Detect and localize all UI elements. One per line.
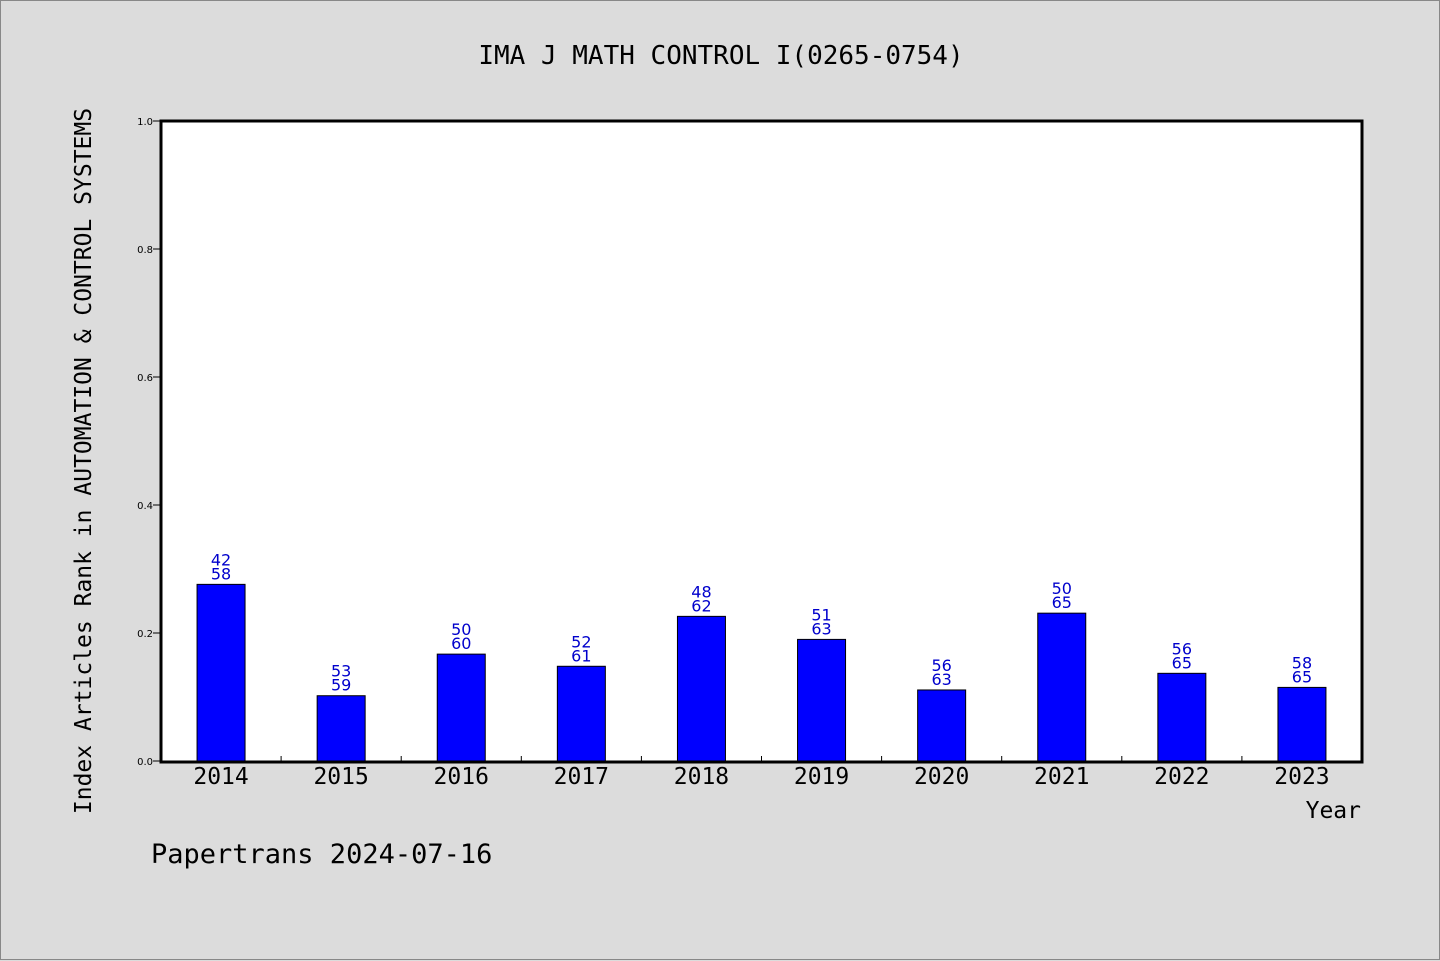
footer-text: Papertrans 2024-07-16 [151,839,492,870]
bars-group [196,583,1327,762]
bar-label-bottom: 63 [811,619,831,638]
bar-label-top: 42 [211,550,231,569]
bar-2014 [196,583,246,762]
bar-label-top: 48 [691,582,711,601]
y-axis-label: Index Articles Rank in AUTOMATION & CONT… [71,108,97,814]
x-tick-label: 2019 [794,764,849,790]
x-tick-label: 2018 [674,764,729,790]
bar-label-top: 51 [811,605,831,624]
y-tick-label: 0.6 [137,373,153,384]
x-tick-label: 2022 [1154,764,1209,790]
bar-2021 [1037,612,1087,762]
x-tick-label: 2015 [313,764,368,790]
x-tick-label: 2021 [1034,764,1089,790]
plot-area [159,119,1364,764]
bar-label-top: 56 [1172,639,1192,658]
x-axis-label: Year [1306,798,1361,824]
bar-2020 [917,689,967,762]
bar-label-top: 58 [1292,653,1312,672]
bar-label-bottom: 61 [571,646,591,665]
chart-title: IMA J MATH CONTROL I(0265-0754) [478,41,963,71]
bar-label-bottom: 59 [331,676,351,695]
bar-label-top: 53 [331,662,351,681]
bar-label-top: 56 [931,656,951,675]
bar-label-top: 52 [571,632,591,651]
bar-2017 [556,665,606,762]
x-axis: 2014 2015 2016 2017 2018 2019 2020 2021 2022 2023 [193,756,1330,790]
bar-label-bottom: 62 [691,596,711,615]
y-axis: 0.0 0.2 0.4 0.6 0.8 1.0 [137,117,161,768]
bar-2016 [436,653,486,762]
x-tick-label: 2023 [1274,764,1329,790]
bar-2019 [797,638,847,762]
x-tick-label: 2014 [193,764,248,790]
bar-label-bottom: 63 [931,670,951,689]
bar-label-top: 50 [1052,579,1072,598]
bar-2023 [1277,686,1327,762]
x-tick-label: 2020 [914,764,969,790]
y-tick-label: 0.2 [137,629,153,640]
bar-label-top: 50 [451,620,471,639]
bar-label-bottom: 60 [451,634,471,653]
y-tick-label: 1.0 [137,117,153,128]
bar-label-bottom: 65 [1172,653,1192,672]
y-tick-label: 0.8 [137,245,153,256]
bar-label-bottom: 58 [211,564,231,583]
bar-2022 [1157,672,1207,762]
bar-label-bottom: 65 [1052,593,1072,612]
bar-2018 [676,615,726,762]
x-tick-label: 2016 [434,764,489,790]
x-tick-label: 2017 [554,764,609,790]
bar-2015 [316,695,366,762]
y-tick-label: 0.4 [137,501,153,512]
bar-label-bottom: 65 [1292,667,1312,686]
y-tick-label: 0.0 [137,757,153,768]
